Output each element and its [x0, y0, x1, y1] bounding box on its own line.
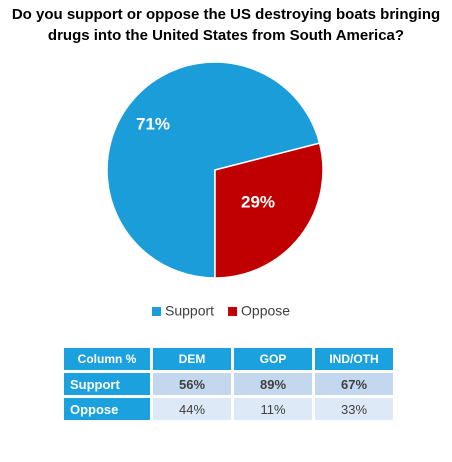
table-cell: Column %	[64, 348, 150, 370]
header-row: Column % DEM GOP IND/OTH	[64, 348, 393, 370]
table-cell: DEM	[153, 348, 231, 370]
pie-slice	[214, 142, 324, 279]
table-cell: GOP	[234, 348, 312, 370]
chart: 71% 29% Support Oppose	[106, 61, 324, 319]
table-row: Support 56% 89% 67%	[64, 373, 393, 395]
table-cell: 33%	[315, 398, 393, 420]
crosstab: Column % DEM GOP IND/OTH Support 56% 89% 67% Opp…	[61, 345, 396, 423]
pie-slice	[106, 61, 321, 279]
legend-swatch	[228, 307, 238, 316]
data-label: 71%	[136, 114, 170, 133]
chart-title: Do you support or oppose the US destroyi…	[11, 6, 441, 44]
legend-swatch	[152, 307, 161, 316]
legend-label: Oppose	[241, 303, 290, 319]
table-cell: 11%	[234, 398, 312, 420]
table-cell: Support	[64, 373, 150, 395]
table-cell: Oppose	[64, 398, 150, 420]
legend-label: Support	[165, 303, 214, 319]
table-cell: IND/OTH	[315, 348, 393, 370]
table-cell: 44%	[153, 398, 231, 420]
table-cell: 56%	[153, 373, 231, 395]
table-cell: 67%	[315, 373, 393, 395]
data-label: 29%	[241, 192, 275, 211]
table-cell: 89%	[234, 373, 312, 395]
table-row: Oppose 44% 11% 33%	[64, 398, 393, 420]
